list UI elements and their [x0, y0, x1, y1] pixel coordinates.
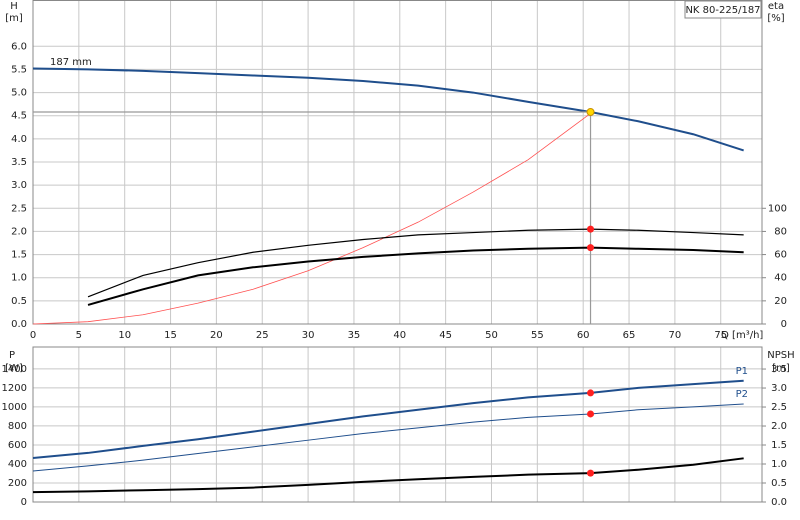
y-tick-label: 800: [8, 421, 27, 432]
y2-tick-label: 2.0: [771, 421, 787, 432]
x-tick-label: 60: [577, 330, 590, 341]
y-tick-label: 5.0: [11, 88, 27, 99]
y2-tick-label: 0.5: [771, 478, 787, 489]
y-tick-label: 2.5: [11, 203, 27, 214]
y-tick-label: 1400: [2, 364, 27, 375]
y-tick-label: 200: [8, 478, 27, 489]
x-tick-label: 35: [348, 330, 361, 341]
y-tick-label: 6.0: [11, 41, 27, 52]
y-tick-label: 1000: [2, 402, 27, 413]
plot-frame: [32, 346, 763, 503]
x-tick-label: 5: [76, 330, 82, 341]
y2-tick-label: 0: [781, 319, 787, 330]
curve: [32, 113, 591, 325]
y2-tick-label: 60: [774, 250, 787, 261]
x-tick-label: 0: [30, 330, 36, 341]
title-box: [684, 0, 762, 19]
y-axis-label: P: [9, 350, 15, 361]
x-tick-label: 55: [531, 330, 544, 341]
y2-axis-unit: [m]: [772, 363, 790, 374]
y2-tick-label: 0.0: [771, 497, 787, 508]
y2-tick-label: 100: [768, 203, 787, 214]
y2-tick-label: 1.0: [771, 459, 787, 470]
y2-tick-label: 20: [774, 296, 787, 307]
operating-point: [587, 389, 595, 397]
x-tick-label: 30: [302, 330, 315, 341]
curve: [32, 67, 744, 152]
operating-point: [586, 108, 595, 117]
x-tick-label: 10: [118, 330, 131, 341]
series-label: P2: [736, 389, 748, 400]
operating-point: [587, 469, 595, 477]
x-tick-label: 20: [210, 330, 223, 341]
chart-title: NK 80-225/187: [685, 5, 760, 16]
series-label: P1: [736, 366, 748, 377]
x-tick-label: 75: [714, 330, 727, 341]
y-tick-label: 1200: [2, 383, 27, 394]
y-tick-label: 5.5: [11, 64, 27, 75]
operating-point: [587, 410, 595, 418]
curve: [87, 228, 744, 298]
y-tick-label: 0.5: [11, 296, 27, 307]
y2-tick-label: 3.5: [771, 364, 787, 375]
y2-tick-label: 40: [774, 273, 787, 284]
x-tick-label: 45: [439, 330, 452, 341]
y-axis-unit: [W]: [5, 363, 23, 374]
y-tick-label: 0: [21, 497, 27, 508]
y-tick-label: 4.0: [11, 134, 27, 145]
y-tick-label: 1.0: [11, 273, 27, 284]
y-tick-label: 2.0: [11, 226, 27, 237]
curve: [32, 457, 744, 494]
y-tick-label: 600: [8, 440, 27, 451]
y-axis-label: H: [10, 1, 18, 12]
x-tick-label: 70: [669, 330, 682, 341]
y-tick-label: 4.5: [11, 111, 27, 122]
y-tick-label: 400: [8, 459, 27, 470]
curve: [32, 403, 744, 472]
x-tick-label: 40: [393, 330, 406, 341]
y-tick-label: 3.5: [11, 157, 27, 168]
y2-axis-label: NPSH: [767, 350, 794, 361]
operating-point: [587, 225, 595, 233]
y-tick-label: 0.0: [11, 319, 27, 330]
curve: [87, 246, 744, 306]
y2-axis-label: eta: [768, 1, 784, 12]
curve: [32, 379, 744, 459]
x-tick-label: 65: [623, 330, 636, 341]
operating-point: [587, 244, 595, 252]
plot-frame: [32, 0, 763, 325]
x-tick-label: 25: [256, 330, 269, 341]
y2-tick-label: 1.5: [771, 440, 787, 451]
x-axis-label: Q [m³/h]: [721, 330, 763, 341]
y-tick-label: 1.5: [11, 250, 27, 261]
y-tick-label: 3.0: [11, 180, 27, 191]
y-axis-unit: [m]: [5, 13, 23, 24]
x-tick-label: 50: [485, 330, 498, 341]
x-tick-label: 15: [164, 330, 177, 341]
y2-tick-label: 2.5: [771, 402, 787, 413]
y2-axis-unit: [%]: [767, 13, 784, 24]
y2-tick-label: 80: [774, 226, 787, 237]
y2-tick-label: 3.0: [771, 383, 787, 394]
grid: [32, 0, 762, 503]
annotation: 187 mm: [50, 57, 92, 68]
